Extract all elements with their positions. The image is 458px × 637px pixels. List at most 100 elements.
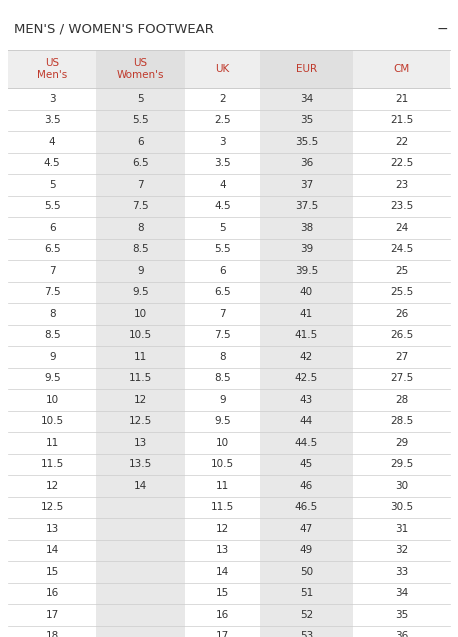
Text: 9.5: 9.5: [132, 287, 149, 297]
Text: 36: 36: [395, 631, 408, 637]
Text: 10.5: 10.5: [211, 459, 234, 469]
Text: 8: 8: [219, 352, 226, 362]
Text: US
Women's: US Women's: [117, 58, 164, 80]
Text: 13: 13: [134, 438, 147, 448]
Text: 12.5: 12.5: [129, 416, 152, 426]
Text: 36: 36: [300, 158, 313, 168]
Bar: [353, 50, 450, 88]
Text: 39: 39: [300, 244, 313, 254]
Text: UK: UK: [215, 64, 229, 74]
Text: 8: 8: [49, 309, 55, 318]
Text: 28: 28: [395, 395, 408, 404]
Text: 23: 23: [395, 180, 408, 190]
Text: 41.5: 41.5: [295, 330, 318, 340]
Text: 31: 31: [395, 524, 408, 534]
Text: 27: 27: [395, 352, 408, 362]
Text: 14: 14: [134, 481, 147, 490]
Text: 42.5: 42.5: [295, 373, 318, 383]
Text: 24: 24: [395, 223, 408, 233]
Text: 8.5: 8.5: [214, 373, 231, 383]
Text: 29: 29: [395, 438, 408, 448]
Text: 37.5: 37.5: [295, 201, 318, 211]
Text: 11: 11: [46, 438, 59, 448]
Text: 4.5: 4.5: [44, 158, 60, 168]
Text: 30: 30: [395, 481, 408, 490]
Text: 13: 13: [216, 545, 229, 555]
Text: 6: 6: [219, 266, 226, 276]
Text: 27.5: 27.5: [390, 373, 413, 383]
Text: 52: 52: [300, 610, 313, 620]
Text: 5: 5: [137, 94, 144, 104]
Text: 17: 17: [216, 631, 229, 637]
Text: 47: 47: [300, 524, 313, 534]
Text: 10.5: 10.5: [129, 330, 152, 340]
Text: 25.5: 25.5: [390, 287, 413, 297]
Text: 10: 10: [216, 438, 229, 448]
Text: 10: 10: [46, 395, 59, 404]
Text: 43: 43: [300, 395, 313, 404]
Text: 35: 35: [395, 610, 408, 620]
Text: 10: 10: [134, 309, 147, 318]
Text: 49: 49: [300, 545, 313, 555]
Text: 35: 35: [300, 115, 313, 125]
Text: 28.5: 28.5: [390, 416, 413, 426]
Text: 23.5: 23.5: [390, 201, 413, 211]
Bar: [96, 88, 185, 637]
Text: 11.5: 11.5: [41, 459, 64, 469]
Text: 12: 12: [46, 481, 59, 490]
Text: 6.5: 6.5: [132, 158, 149, 168]
Text: 21: 21: [395, 94, 408, 104]
Text: 8: 8: [137, 223, 144, 233]
Text: 11: 11: [134, 352, 147, 362]
Text: 11: 11: [216, 481, 229, 490]
Text: 11.5: 11.5: [211, 502, 234, 512]
Text: 3: 3: [49, 94, 55, 104]
Text: 5.5: 5.5: [44, 201, 60, 211]
Text: 2.5: 2.5: [214, 115, 231, 125]
Text: 16: 16: [46, 588, 59, 598]
Text: 7: 7: [49, 266, 55, 276]
Text: 12: 12: [134, 395, 147, 404]
Text: 5: 5: [49, 180, 55, 190]
Text: 38: 38: [300, 223, 313, 233]
Text: MEN'S / WOMEN'S FOOTWEAR: MEN'S / WOMEN'S FOOTWEAR: [14, 22, 214, 35]
Text: 4: 4: [219, 180, 226, 190]
Text: 9: 9: [49, 352, 55, 362]
Text: 35.5: 35.5: [295, 137, 318, 147]
Text: 44.5: 44.5: [295, 438, 318, 448]
Text: 26.5: 26.5: [390, 330, 413, 340]
Text: CM: CM: [393, 64, 409, 74]
Text: 6: 6: [137, 137, 144, 147]
Text: 33: 33: [395, 567, 408, 576]
Text: 9: 9: [219, 395, 226, 404]
Text: 22: 22: [395, 137, 408, 147]
Text: 7.5: 7.5: [132, 201, 149, 211]
Text: 11.5: 11.5: [129, 373, 152, 383]
Text: 6.5: 6.5: [214, 287, 231, 297]
Text: 14: 14: [46, 545, 59, 555]
Text: 14: 14: [216, 567, 229, 576]
Text: 37: 37: [300, 180, 313, 190]
Text: 9: 9: [137, 266, 144, 276]
Text: 7.5: 7.5: [44, 287, 60, 297]
Text: 50: 50: [300, 567, 313, 576]
Text: 3.5: 3.5: [214, 158, 231, 168]
Text: 4: 4: [49, 137, 55, 147]
Text: 22.5: 22.5: [390, 158, 413, 168]
Text: 15: 15: [46, 567, 59, 576]
Text: 26: 26: [395, 309, 408, 318]
Bar: [260, 88, 353, 637]
Text: US
Men's: US Men's: [37, 58, 67, 80]
Text: 4.5: 4.5: [214, 201, 231, 211]
Text: 29.5: 29.5: [390, 459, 413, 469]
Text: 24.5: 24.5: [390, 244, 413, 254]
Text: 13: 13: [46, 524, 59, 534]
Text: −: −: [436, 22, 448, 36]
Text: 3.5: 3.5: [44, 115, 60, 125]
Bar: [260, 50, 353, 88]
Text: 7: 7: [219, 309, 226, 318]
Bar: [185, 88, 260, 637]
Text: 41: 41: [300, 309, 313, 318]
Text: 51: 51: [300, 588, 313, 598]
Bar: [8, 50, 96, 88]
